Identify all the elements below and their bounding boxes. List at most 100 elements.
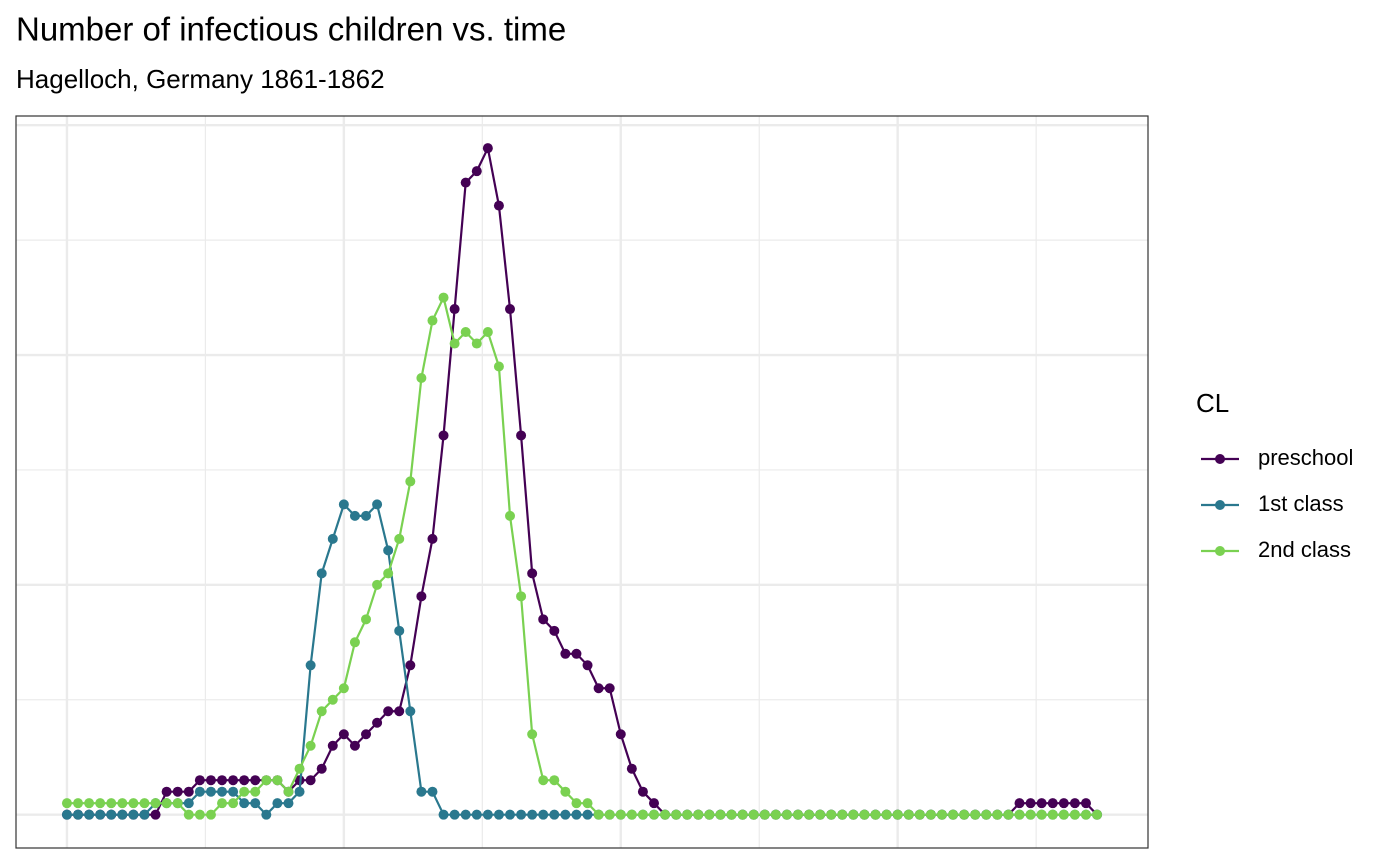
- data-point: [205, 786, 216, 797]
- data-point: [549, 809, 560, 820]
- data-point: [228, 775, 239, 786]
- data-point: [106, 798, 117, 809]
- data-point: [781, 809, 792, 820]
- data-point: [338, 683, 349, 694]
- data-point: [261, 775, 272, 786]
- data-point: [1036, 798, 1047, 809]
- data-point: [172, 786, 183, 797]
- data-point: [338, 499, 349, 510]
- data-point: [859, 809, 870, 820]
- data-point: [748, 809, 759, 820]
- data-point: [637, 786, 648, 797]
- legend-label: preschool: [1258, 445, 1353, 470]
- data-point: [560, 809, 571, 820]
- data-point: [948, 809, 959, 820]
- data-point: [305, 775, 316, 786]
- data-point: [759, 809, 770, 820]
- data-point: [571, 809, 582, 820]
- data-point: [1080, 809, 1091, 820]
- data-point: [482, 809, 493, 820]
- data-point: [261, 809, 272, 820]
- data-point: [438, 809, 449, 820]
- data-point: [582, 660, 593, 671]
- legend-marker: [1215, 546, 1225, 556]
- data-point: [283, 798, 294, 809]
- data-point: [250, 775, 261, 786]
- data-point: [205, 775, 216, 786]
- data-point: [172, 798, 183, 809]
- data-point: [338, 729, 349, 740]
- data-point: [593, 683, 604, 694]
- data-point: [316, 706, 327, 717]
- data-point: [493, 200, 504, 211]
- data-point: [294, 763, 305, 774]
- data-point: [493, 361, 504, 372]
- legend-title: CL: [1196, 388, 1229, 418]
- data-point: [549, 625, 560, 636]
- data-point: [95, 798, 106, 809]
- data-point: [394, 533, 405, 544]
- data-point: [538, 775, 549, 786]
- data-point: [1014, 809, 1025, 820]
- data-point: [682, 809, 693, 820]
- data-point: [471, 338, 482, 349]
- data-point: [217, 786, 228, 797]
- data-point: [1080, 798, 1091, 809]
- data-point: [837, 809, 848, 820]
- data-point: [449, 304, 460, 315]
- chart-title: Number of infectious children vs. time: [16, 11, 566, 48]
- data-point: [527, 809, 538, 820]
- data-point: [361, 510, 372, 521]
- data-point: [992, 809, 1003, 820]
- data-point: [294, 786, 305, 797]
- data-point: [327, 533, 338, 544]
- data-point: [505, 304, 516, 315]
- data-point: [349, 740, 360, 751]
- data-point: [737, 809, 748, 820]
- data-point: [161, 786, 172, 797]
- data-point: [84, 798, 95, 809]
- data-point: [95, 809, 106, 820]
- data-point: [1014, 798, 1025, 809]
- data-point: [316, 568, 327, 579]
- data-point: [305, 660, 316, 671]
- data-point: [582, 809, 593, 820]
- data-point: [626, 809, 637, 820]
- data-point: [150, 809, 161, 820]
- data-point: [482, 143, 493, 154]
- data-point: [804, 809, 815, 820]
- data-point: [106, 809, 117, 820]
- data-point: [604, 683, 615, 694]
- data-point: [637, 809, 648, 820]
- data-point: [693, 809, 704, 820]
- data-point: [538, 614, 549, 625]
- data-point: [217, 775, 228, 786]
- data-point: [571, 798, 582, 809]
- data-point: [648, 798, 659, 809]
- data-point: [427, 315, 438, 326]
- data-point: [405, 660, 416, 671]
- data-point: [194, 809, 205, 820]
- data-point: [870, 809, 881, 820]
- data-point: [549, 775, 560, 786]
- data-point: [117, 798, 128, 809]
- data-point: [239, 798, 250, 809]
- data-point: [128, 798, 139, 809]
- legend-label: 1st class: [1258, 491, 1344, 516]
- data-point: [1003, 809, 1014, 820]
- data-point: [538, 809, 549, 820]
- data-point: [715, 809, 726, 820]
- data-point: [239, 775, 250, 786]
- data-point: [903, 809, 914, 820]
- data-point: [970, 809, 981, 820]
- data-point: [250, 786, 261, 797]
- data-point: [527, 568, 538, 579]
- data-point: [438, 430, 449, 441]
- data-point: [194, 775, 205, 786]
- data-point: [1069, 798, 1080, 809]
- data-point: [316, 763, 327, 774]
- data-point: [150, 798, 161, 809]
- data-point: [183, 786, 194, 797]
